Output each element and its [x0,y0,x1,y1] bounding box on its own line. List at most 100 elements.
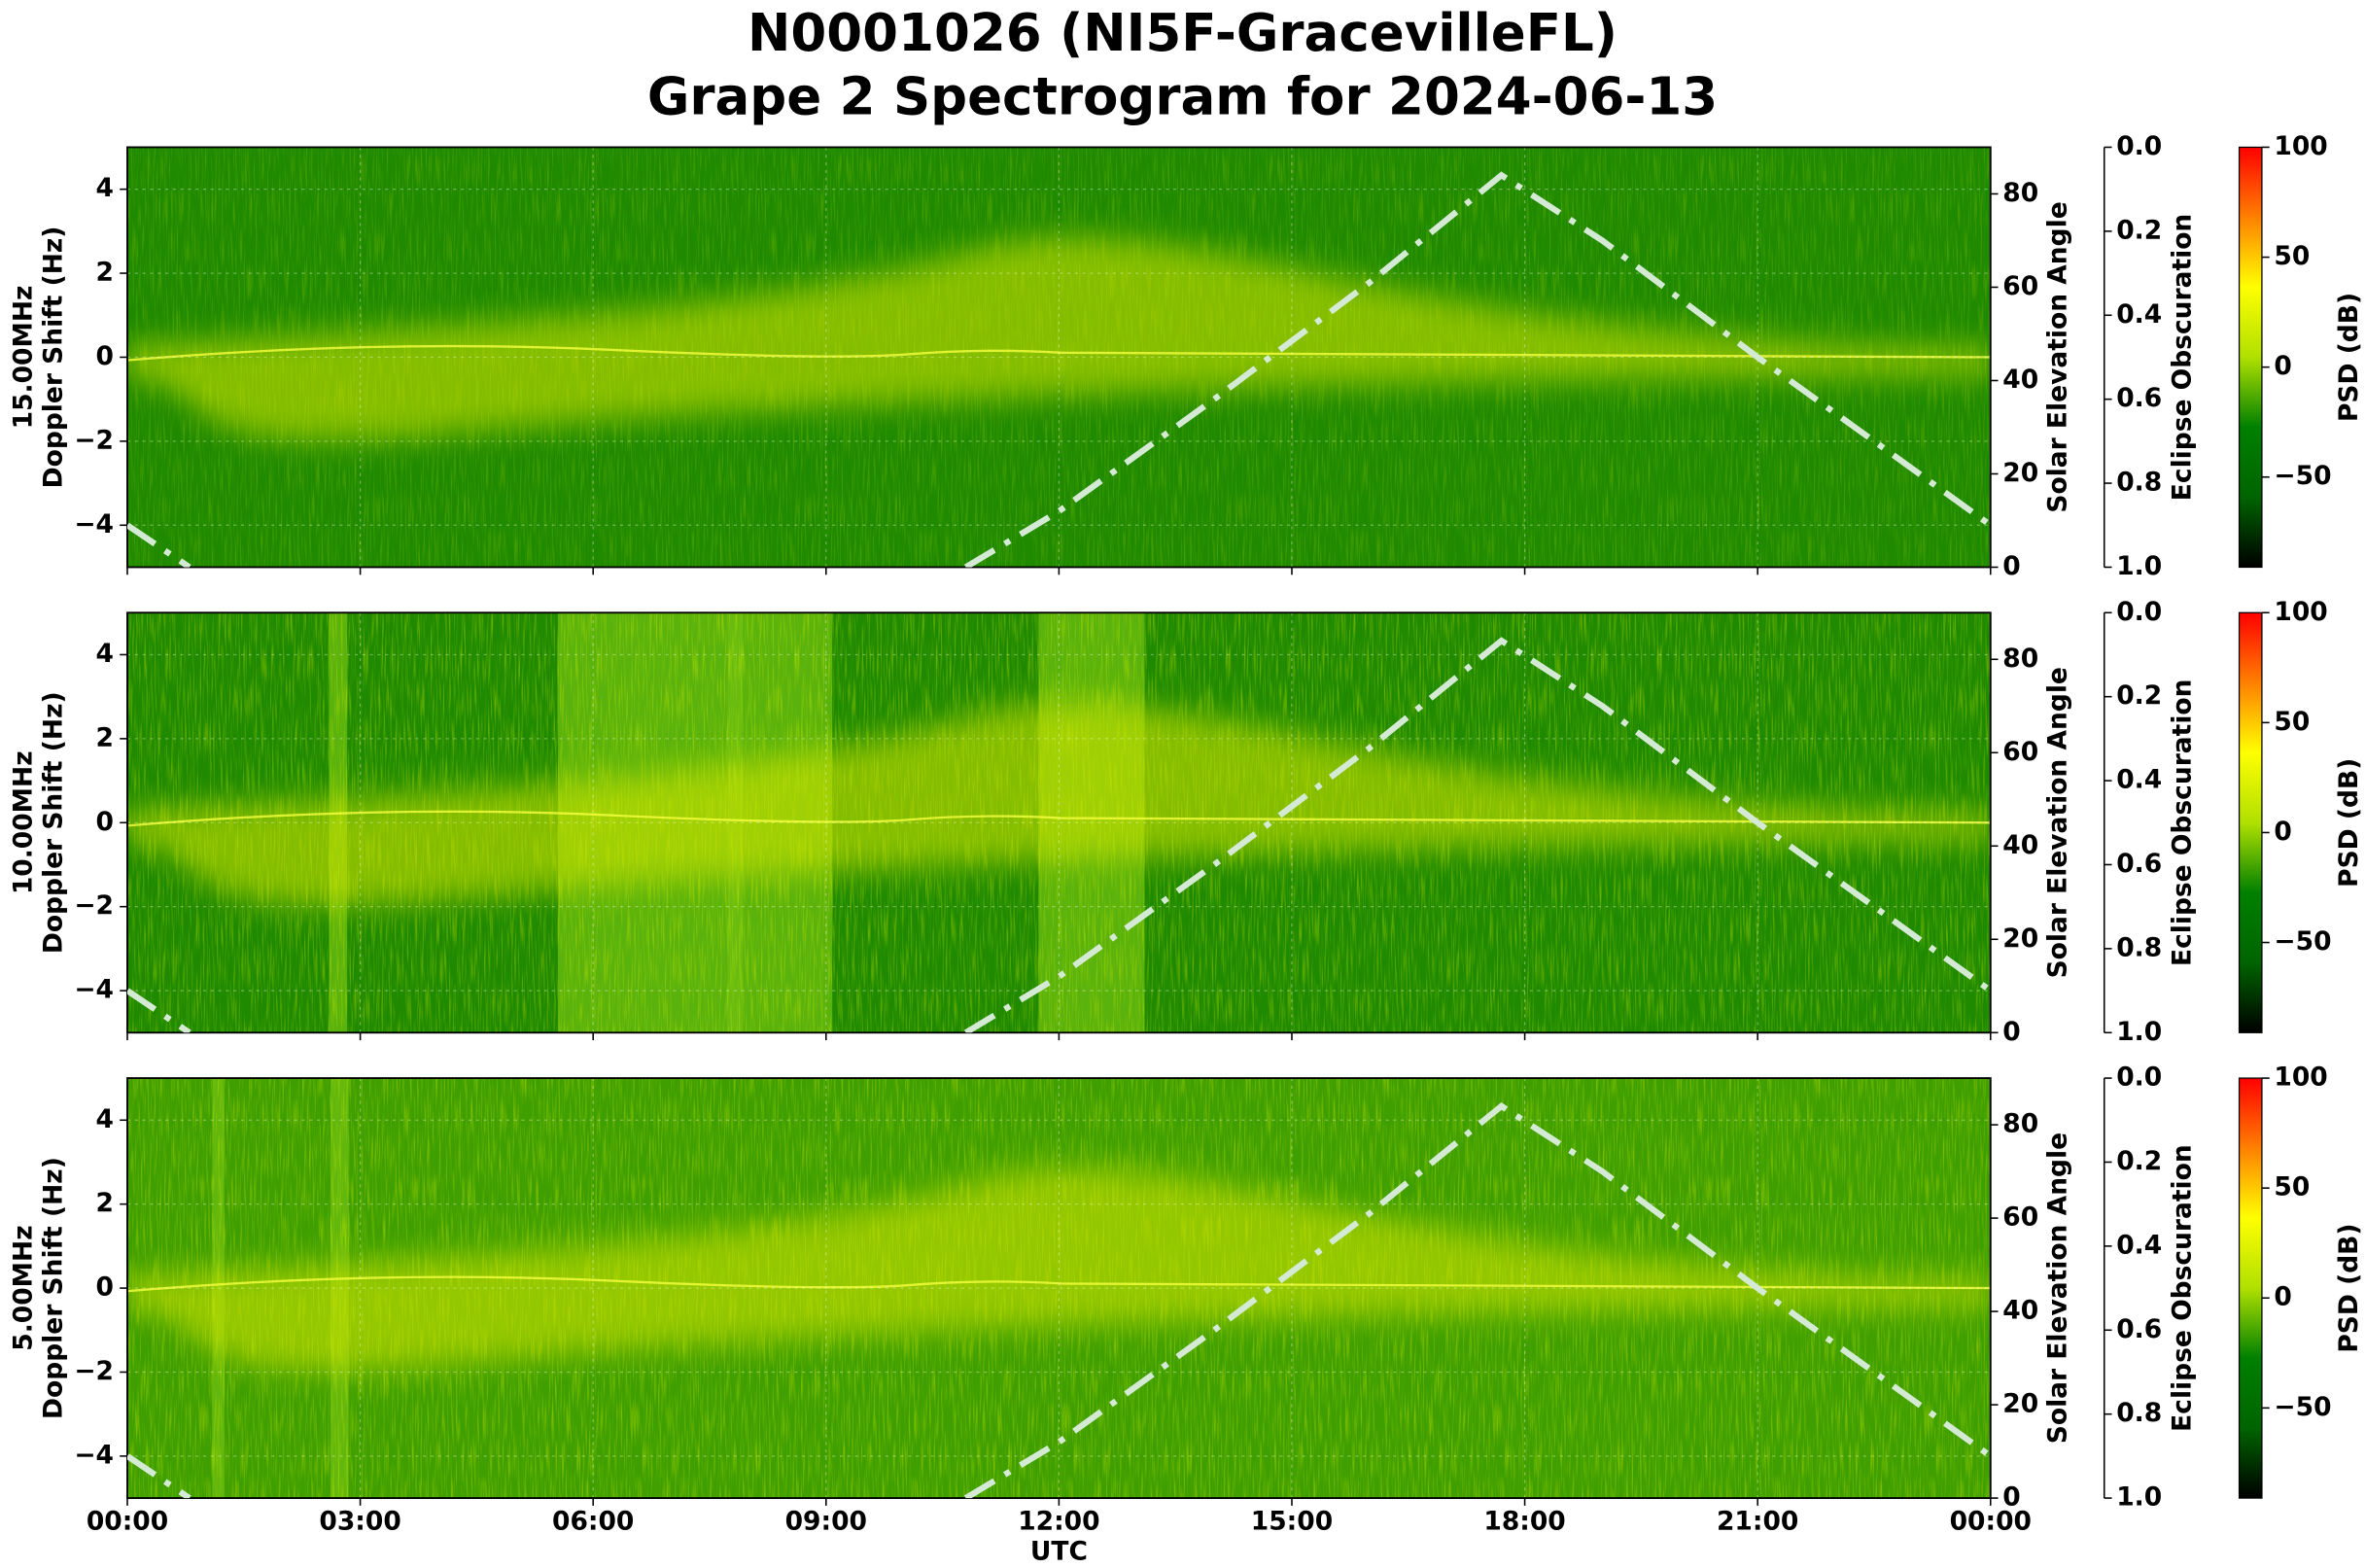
colorbar-tick-label: −50 [2274,461,2331,491]
y3-tick-label: 0.4 [2116,1230,2162,1260]
colorbar-tick-label: 50 [2274,241,2310,271]
y3-tick-label: 0.0 [2116,131,2162,161]
spectrogram [127,612,1991,1033]
x-tick-label: 09:00 [785,1507,867,1537]
colorbar-label: PSD (dB) [2334,293,2364,422]
x-tick-label: 00:00 [87,1507,168,1537]
y3-tick-label: 0.2 [2116,1146,2162,1176]
y-tick-label: 2 [96,258,114,288]
y3-tick-label: 0.8 [2116,468,2162,498]
colorbar [2238,146,2263,569]
y2-tick-label: 80 [2002,1109,2038,1139]
x-tick-label: 00:00 [1950,1507,2032,1537]
spectrogram [127,147,1991,568]
y3-label: Eclipse Obscuration [2167,679,2197,966]
x-tick-label: 12:00 [1018,1507,1099,1537]
y-tick-label: 2 [96,722,114,752]
colorbar-tick-label: −50 [2274,926,2331,957]
y2-tick-label: 20 [2002,458,2038,488]
solar-elevation-line [127,171,1991,568]
y3-tick-label: 0.8 [2116,1398,2162,1428]
y2-tick-label: 0 [2002,1482,2020,1513]
colorbar-tick-label: 100 [2274,1063,2327,1093]
y-tick-label: −2 [74,890,114,921]
y2-tick-label: 80 [2002,178,2038,208]
y2-tick-label: 0 [2002,1017,2020,1047]
y2-tick-label: 60 [2002,271,2038,301]
y3-tick-label: 0.2 [2116,215,2162,245]
y3-tick-label: 0.6 [2116,1314,2162,1344]
y2-label: Solar Elevation Angle [2042,201,2072,512]
y-tick-label: 0 [96,807,114,837]
colorbar-tick-label: 0 [2274,817,2291,847]
colorbar-label: PSD (dB) [2334,758,2364,888]
spectrogram-band [127,702,1991,906]
y3-tick-label: 0.6 [2116,849,2162,879]
colorbar-tick-label: 0 [2274,1282,2291,1312]
colorbar-tick-label: 100 [2274,131,2327,161]
y-tick-label: −2 [74,425,114,455]
spectrogram-trace [127,810,1991,827]
y-tick-label: −4 [74,1440,114,1470]
subtitle: Grape 2 Spectrogram for 2024-06-13 [647,67,1718,127]
colorbar-tick-label: 100 [2274,597,2327,627]
y-tick-label: −2 [74,1356,114,1386]
y-tick-label: −4 [74,509,114,540]
y3-label: Eclipse Obscuration [2167,214,2197,502]
y3-tick-label: 1.0 [2116,551,2162,581]
y3-tick-label: 1.0 [2116,1482,2162,1513]
colorbar-tick-label: 50 [2274,707,2310,737]
y2-tick-label: 60 [2002,737,2038,767]
y3-tick-label: 0.4 [2116,299,2162,330]
y-tick-label: 0 [96,341,114,371]
y3-tick-label: 0.2 [2116,680,2162,711]
colorbar [2238,611,2263,1033]
y3-tick-label: 0.4 [2116,765,2162,795]
solar-elevation-line [127,637,1991,1033]
x-tick-label: 03:00 [319,1507,400,1537]
colorbar-tick-label: −50 [2274,1392,2331,1422]
y-label-frequency: 5.00MHz [8,1225,38,1350]
y2-tick-label: 80 [2002,644,2038,674]
spectrogram-trace [127,1275,1991,1293]
x-tick-label: 15:00 [1251,1507,1333,1537]
x-label: UTC [1030,1537,1088,1567]
y3-tick-label: 0.8 [2116,932,2162,962]
y2-tick-label: 0 [2002,551,2020,581]
spectrogram [127,1078,1991,1499]
y3-tick-label: 1.0 [2116,1017,2162,1047]
x-tick-label: 18:00 [1483,1507,1565,1537]
x-tick-label: 06:00 [552,1507,634,1537]
y-tick-label: 0 [96,1272,114,1303]
y-label-frequency: 10.00MHz [8,750,38,894]
y2-tick-label: 40 [2002,1296,2038,1326]
colorbar [2238,1077,2263,1499]
y2-label: Solar Elevation Angle [2042,667,2072,978]
y3-tick-label: 0.0 [2116,597,2162,627]
x-tick-label: 21:00 [1717,1507,1798,1537]
spectrogram-trace [127,344,1991,362]
y3-label: Eclipse Obscuration [2167,1144,2197,1432]
colorbar-tick-label: 0 [2274,351,2291,381]
y2-tick-label: 40 [2002,365,2038,395]
y-label-frequency: 15.00MHz [8,286,38,430]
spectrogram-band [127,236,1991,440]
y-tick-label: −4 [74,975,114,1005]
y3-tick-label: 0.0 [2116,1063,2162,1093]
y-tick-label: 4 [96,173,114,203]
y2-label: Solar Elevation Angle [2042,1132,2072,1444]
y-label: Doppler Shift (Hz) [39,226,69,489]
y-label: Doppler Shift (Hz) [39,1157,69,1419]
y2-tick-label: 40 [2002,830,2038,860]
y2-tick-label: 20 [2002,923,2038,954]
title: N0001026 (NI5F-GracevilleFL) [748,3,1617,63]
colorbar-tick-label: 50 [2274,1172,2310,1202]
y2-tick-label: 60 [2002,1202,2038,1233]
y-tick-label: 4 [96,639,114,669]
solar-elevation-line [127,1102,1991,1499]
y2-tick-label: 20 [2002,1389,2038,1419]
y-tick-label: 2 [96,1188,114,1218]
y3-tick-label: 0.6 [2116,383,2162,413]
y-tick-label: 4 [96,1104,114,1134]
